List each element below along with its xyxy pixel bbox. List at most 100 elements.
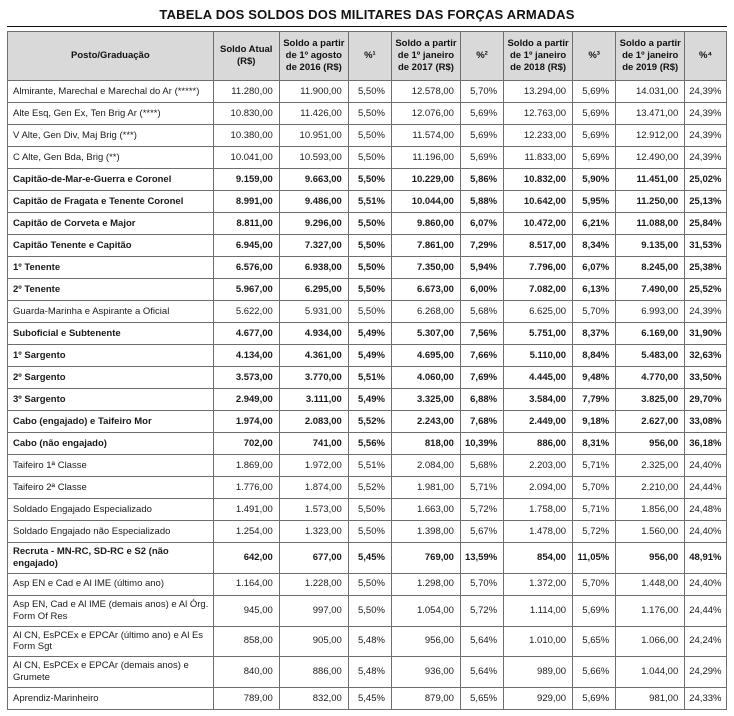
- table-row: Asp EN e Cad e Al IME (último ano) 1.164,…: [7, 572, 727, 596]
- value-cell: 945,00: [212, 594, 280, 627]
- table-row: 1º Tenente 6.576,00 6.938,00 5,50% 7.350,00 5…: [7, 256, 727, 279]
- value-cell: 6,21%: [572, 212, 617, 235]
- value-cell: 5.931,00: [278, 300, 349, 323]
- value-cell: 1.044,00: [615, 656, 686, 688]
- rank-cell: Capitão-de-Mar-e-Guerra e Coronel: [7, 168, 214, 191]
- value-cell: 4.695,00: [390, 344, 461, 367]
- table-row: V Alte, Gen Div, Maj Brig (***) 10.380,00…: [7, 124, 727, 147]
- rank-cell: C Alte, Gen Bda, Brig (**): [7, 146, 214, 169]
- value-cell: 12.233,00: [503, 124, 574, 147]
- value-cell: 3.825,00: [615, 388, 686, 411]
- value-cell: 6.673,00: [390, 278, 461, 301]
- value-cell: 32,63%: [684, 344, 727, 367]
- value-cell: 858,00: [212, 625, 280, 658]
- value-cell: 1.776,00: [212, 476, 280, 499]
- value-cell: 9.159,00: [212, 168, 280, 191]
- value-cell: 10.229,00: [390, 168, 461, 191]
- value-cell: 5,90%: [572, 168, 617, 191]
- value-cell: 24,29%: [684, 656, 727, 688]
- table-row: Capitão Tenente e Capitão 6.945,00 7.327,0…: [7, 234, 727, 257]
- value-cell: 8,84%: [572, 344, 617, 367]
- value-cell: 5,45%: [347, 542, 392, 574]
- value-cell: 8,31%: [572, 432, 617, 455]
- value-cell: 5,52%: [347, 476, 392, 499]
- header-cell: %¹: [347, 31, 392, 81]
- value-cell: 10.041,00: [212, 146, 280, 169]
- value-cell: 1.874,00: [278, 476, 349, 499]
- value-cell: 2.325,00: [615, 454, 686, 477]
- value-cell: 11.900,00: [278, 80, 349, 103]
- value-cell: 12.076,00: [390, 102, 461, 125]
- value-cell: 5,50%: [347, 234, 392, 257]
- value-cell: 879,00: [390, 687, 461, 710]
- value-cell: 5,45%: [347, 687, 392, 710]
- table-row: Soldado Engajado Especializado 1.491,00 1.…: [7, 498, 727, 521]
- table-body: Almirante, Marechal e Marechal do Ar (**…: [7, 80, 727, 710]
- value-cell: 11.451,00: [615, 168, 686, 191]
- value-cell: 1.323,00: [278, 520, 349, 543]
- value-cell: 24,40%: [684, 520, 727, 543]
- value-cell: 8,37%: [572, 322, 617, 345]
- header-cell: %³: [572, 31, 617, 81]
- value-cell: 24,24%: [684, 625, 727, 658]
- rank-cell: Suboficial e Subtenente: [7, 322, 214, 345]
- value-cell: 677,00: [278, 542, 349, 574]
- value-cell: 10.380,00: [212, 124, 280, 147]
- value-cell: 12.490,00: [615, 146, 686, 169]
- table-row: Soldado Engajado não Especializado 1.254,…: [7, 520, 727, 543]
- table-row: Al CN, EsPCEx e EPCAr (demais anos) e Gr…: [7, 656, 727, 688]
- page-title: TABELA DOS SOLDOS DOS MILITARES DAS FORÇ…: [7, 5, 727, 27]
- value-cell: 1.491,00: [212, 498, 280, 521]
- value-cell: 31,53%: [684, 234, 727, 257]
- value-cell: 24,33%: [684, 687, 727, 710]
- value-cell: 5,69%: [572, 146, 617, 169]
- rank-cell: Guarda-Marinha e Aspirante a Oficial: [7, 300, 214, 323]
- value-cell: 5,69%: [459, 146, 505, 169]
- value-cell: 997,00: [278, 594, 349, 627]
- value-cell: 5,72%: [459, 594, 505, 627]
- value-cell: 5,52%: [347, 410, 392, 433]
- value-cell: 818,00: [390, 432, 461, 455]
- value-cell: 5,50%: [347, 300, 392, 323]
- value-cell: 4.060,00: [390, 366, 461, 389]
- value-cell: 11.574,00: [390, 124, 461, 147]
- value-cell: 5,68%: [459, 454, 505, 477]
- value-cell: 5,70%: [572, 476, 617, 499]
- rank-cell: Almirante, Marechal e Marechal do Ar (**…: [7, 80, 214, 103]
- value-cell: 6.993,00: [615, 300, 686, 323]
- value-cell: 886,00: [503, 432, 574, 455]
- table-row: Cabo (não engajado) 702,00 741,00 5,56% 818,…: [7, 432, 727, 455]
- value-cell: 1.010,00: [503, 625, 574, 658]
- value-cell: 5.483,00: [615, 344, 686, 367]
- value-cell: 5,66%: [572, 656, 617, 688]
- value-cell: 29,70%: [684, 388, 727, 411]
- value-cell: 24,40%: [684, 572, 727, 596]
- value-cell: 5,50%: [347, 80, 392, 103]
- value-cell: 5,95%: [572, 190, 617, 213]
- value-cell: 6,13%: [572, 278, 617, 301]
- value-cell: 5,48%: [347, 656, 392, 688]
- value-cell: 12.578,00: [390, 80, 461, 103]
- value-cell: 4.770,00: [615, 366, 686, 389]
- rank-cell: 2º Sargento: [7, 366, 214, 389]
- value-cell: 5.751,00: [503, 322, 574, 345]
- value-cell: 5,65%: [459, 687, 505, 710]
- value-cell: 5,69%: [572, 594, 617, 627]
- value-cell: 9.135,00: [615, 234, 686, 257]
- value-cell: 4.445,00: [503, 366, 574, 389]
- value-cell: 2.627,00: [615, 410, 686, 433]
- value-cell: 7.082,00: [503, 278, 574, 301]
- value-cell: 5,70%: [459, 572, 505, 596]
- header-cell: Soldo a partir de 1º agosto de 2016 (R$): [278, 31, 349, 81]
- value-cell: 10,39%: [459, 432, 505, 455]
- value-cell: 10.593,00: [278, 146, 349, 169]
- rank-cell: Recruta - MN-RC, SD-RC e S2 (não engajad…: [7, 542, 214, 574]
- value-cell: 5,72%: [459, 498, 505, 521]
- value-cell: 9,18%: [572, 410, 617, 433]
- value-cell: 9,48%: [572, 366, 617, 389]
- value-cell: 642,00: [212, 542, 280, 574]
- value-cell: 24,48%: [684, 498, 727, 521]
- value-cell: 4.677,00: [212, 322, 280, 345]
- rank-cell: Cabo (engajado) e Taifeiro Mor: [7, 410, 214, 433]
